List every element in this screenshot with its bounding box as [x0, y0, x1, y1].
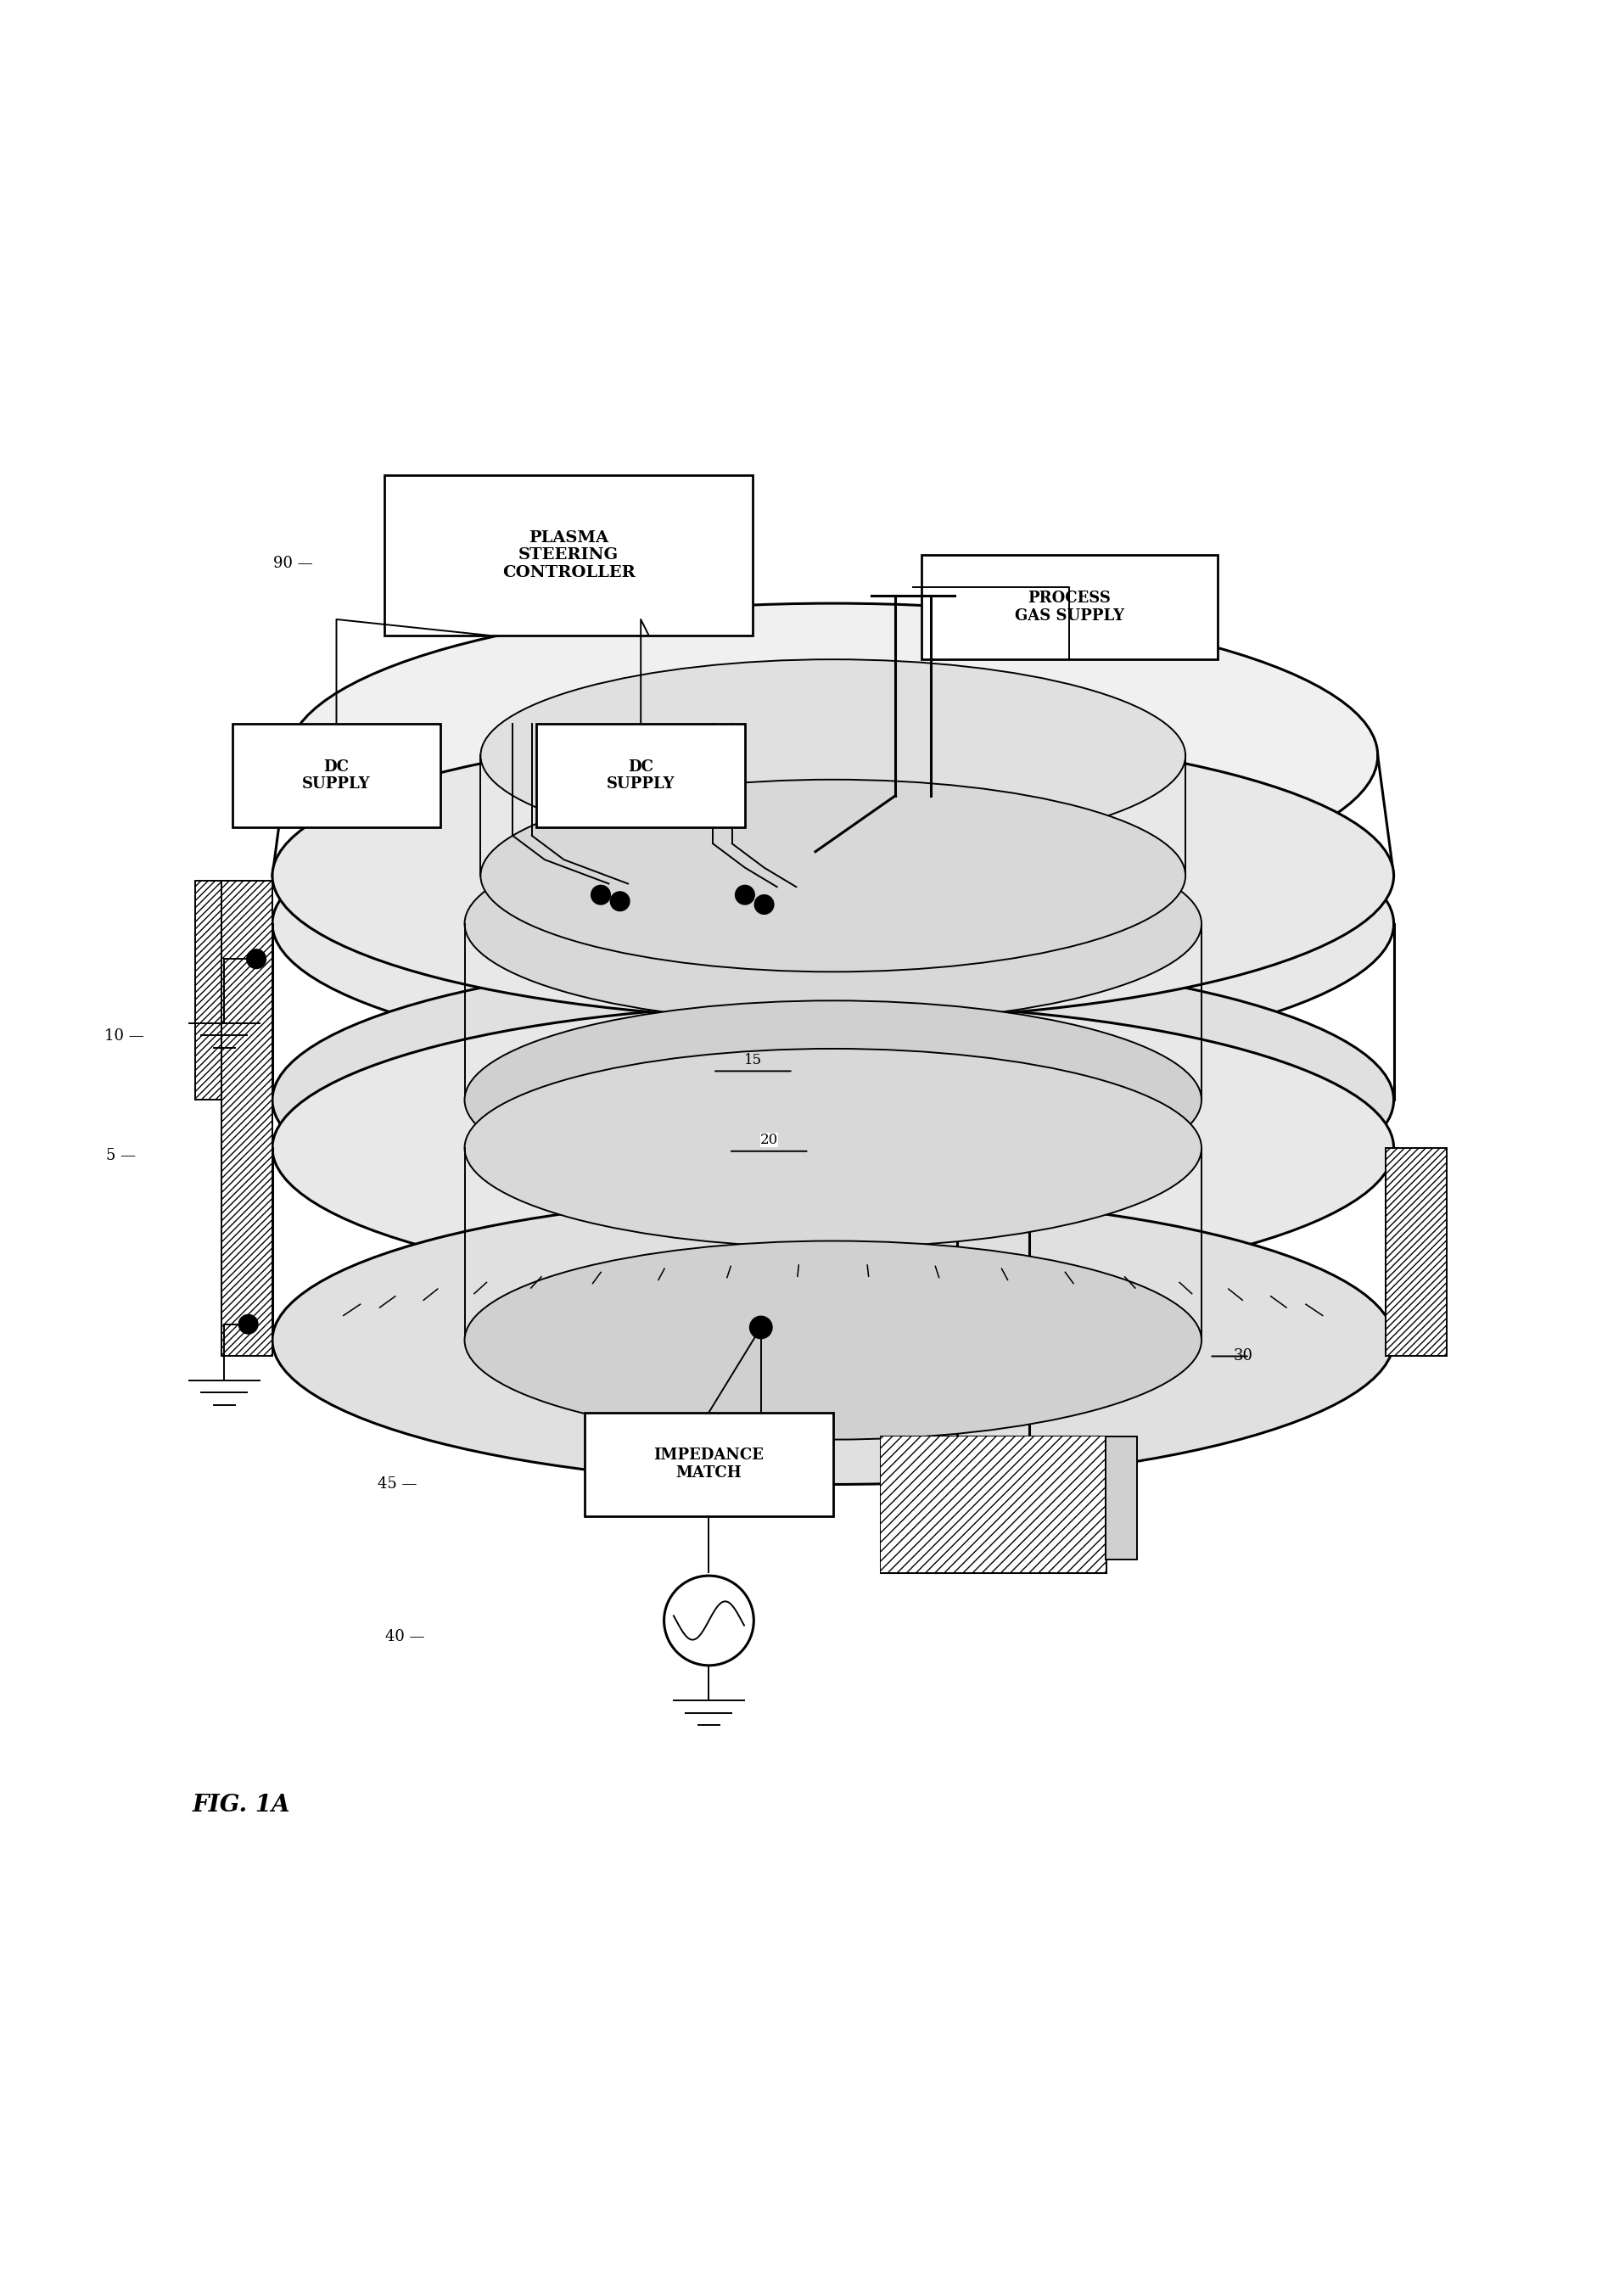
Ellipse shape [272, 732, 1394, 1019]
FancyBboxPatch shape [585, 1412, 833, 1515]
Ellipse shape [465, 1240, 1202, 1440]
Text: 20: 20 [759, 1132, 779, 1148]
Bar [195, 879, 260, 1100]
Text: 45 —: 45 — [376, 1476, 417, 1492]
Circle shape [735, 886, 755, 905]
Circle shape [591, 886, 610, 905]
Circle shape [239, 1316, 258, 1334]
FancyBboxPatch shape [537, 723, 745, 827]
Text: DC
SUPPLY: DC SUPPLY [607, 760, 674, 792]
Bar [1386, 1148, 1447, 1357]
Ellipse shape [272, 1196, 1394, 1486]
Ellipse shape [272, 781, 1394, 1068]
Text: PLASMA
STEERING
CONTROLLER: PLASMA STEERING CONTROLLER [501, 530, 636, 581]
Ellipse shape [465, 1001, 1202, 1199]
FancyBboxPatch shape [384, 475, 753, 636]
Text: 30: 30 [1234, 1348, 1253, 1364]
Ellipse shape [288, 604, 1378, 907]
Text: 25: 25 [1025, 572, 1045, 588]
Bar [1105, 1437, 1137, 1559]
Text: 90 —: 90 — [272, 556, 312, 572]
Ellipse shape [481, 781, 1185, 971]
FancyBboxPatch shape [232, 723, 441, 827]
Text: 10 —: 10 — [104, 1029, 144, 1042]
Text: FIG. 1A: FIG. 1A [192, 1793, 290, 1816]
Bar [221, 879, 272, 1357]
Text: 75 —: 75 — [240, 765, 280, 778]
Circle shape [247, 948, 266, 969]
Circle shape [755, 895, 774, 914]
Circle shape [610, 891, 630, 912]
Ellipse shape [481, 659, 1185, 852]
Text: 40 —: 40 — [384, 1628, 425, 1644]
Text: DC
SUPPLY: DC SUPPLY [303, 760, 370, 792]
Circle shape [750, 1316, 772, 1339]
FancyBboxPatch shape [881, 1437, 1105, 1573]
Text: 65: 65 [944, 941, 963, 955]
Ellipse shape [465, 824, 1202, 1024]
Circle shape [665, 1575, 755, 1665]
Ellipse shape [272, 955, 1394, 1244]
Ellipse shape [272, 1003, 1394, 1293]
Text: 5 —: 5 — [106, 1148, 136, 1164]
Text: IMPEDANCE
MATCH: IMPEDANCE MATCH [654, 1449, 764, 1481]
Text: PROCESS
GAS SUPPLY: PROCESS GAS SUPPLY [1014, 590, 1125, 625]
Text: — 70: — 70 [633, 755, 673, 771]
Text: 60: 60 [807, 925, 827, 939]
Text: 15: 15 [743, 1052, 763, 1068]
Ellipse shape [465, 1049, 1202, 1247]
FancyBboxPatch shape [921, 556, 1218, 659]
FancyBboxPatch shape [881, 1437, 1105, 1573]
